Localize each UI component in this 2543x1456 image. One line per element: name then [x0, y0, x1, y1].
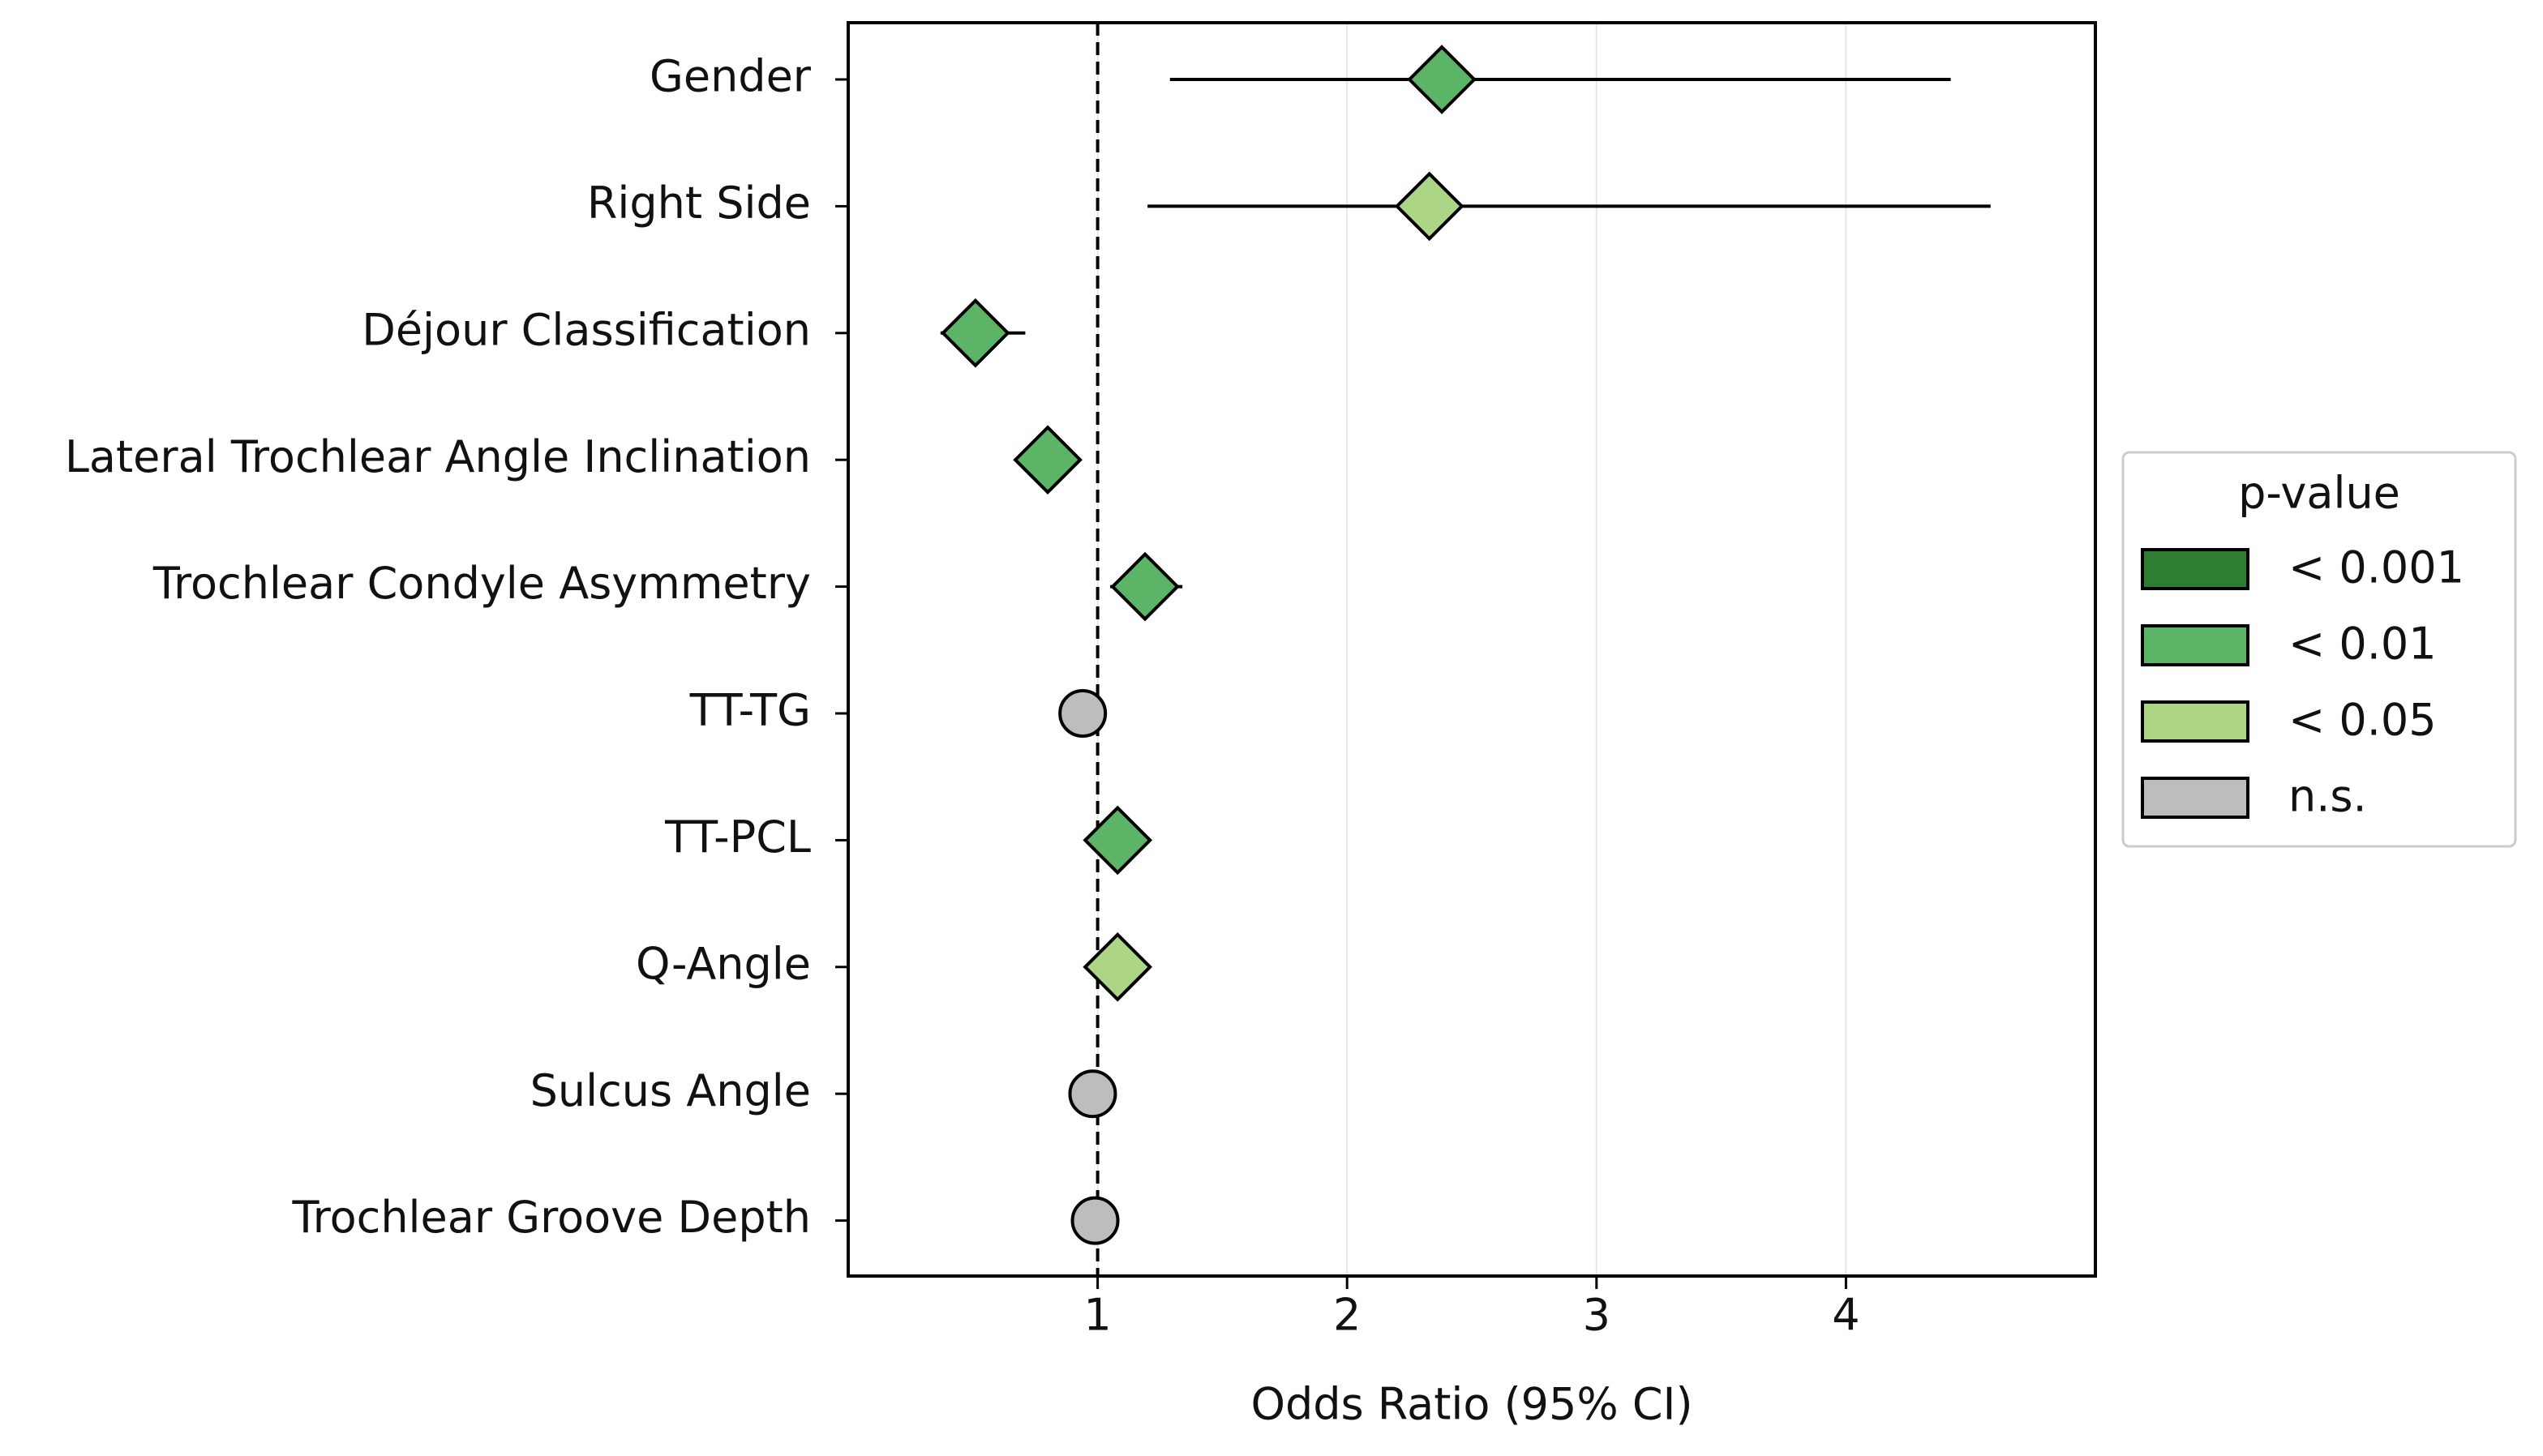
y-tick-label: Déjour Classification [362, 304, 811, 355]
point [1083, 805, 1153, 876]
point [1013, 425, 1083, 495]
y-tick-label: Right Side [587, 178, 811, 229]
y-tick-label: TT-TG [689, 685, 811, 736]
point [1058, 689, 1108, 738]
y-tick-label: Sulcus Angle [530, 1065, 811, 1116]
x-axis-label: Odds Ratio (95% CI) [1250, 1379, 1692, 1430]
y-tick-label: TT-PCL [664, 812, 811, 863]
legend-swatch [2141, 624, 2249, 666]
legend-label: < 0.001 [2288, 542, 2464, 593]
y-tick-label: Trochlear Groove Depth [292, 1192, 811, 1243]
y-tick-label: Q-Angle [636, 938, 811, 989]
point [1070, 1196, 1120, 1245]
legend-label: < 0.05 [2288, 695, 2437, 746]
legend-label: < 0.01 [2288, 619, 2437, 670]
y-tick-label: Lateral Trochlear Angle Inclination [65, 431, 811, 482]
legend-label: n.s. [2288, 771, 2367, 822]
x-tick-label: 2 [1333, 1290, 1361, 1341]
y-tick-label: Trochlear Condyle Asymmetry [152, 558, 811, 609]
x-tick-label: 4 [1832, 1290, 1859, 1341]
legend-swatch [2141, 700, 2249, 743]
y-tick-label: Gender [650, 51, 812, 102]
point [1407, 45, 1477, 114]
legend-title: p-value [2238, 468, 2400, 519]
plot-frame [847, 21, 2097, 1278]
x-tick-label: 3 [1583, 1290, 1610, 1341]
x-tick-label: 1 [1083, 1290, 1111, 1341]
point [1068, 1069, 1117, 1119]
legend-swatch [2141, 777, 2249, 819]
point [1110, 551, 1180, 622]
point [1394, 171, 1464, 242]
point [941, 298, 1010, 368]
point [1083, 931, 1153, 1002]
legend-swatch [2141, 548, 2249, 590]
